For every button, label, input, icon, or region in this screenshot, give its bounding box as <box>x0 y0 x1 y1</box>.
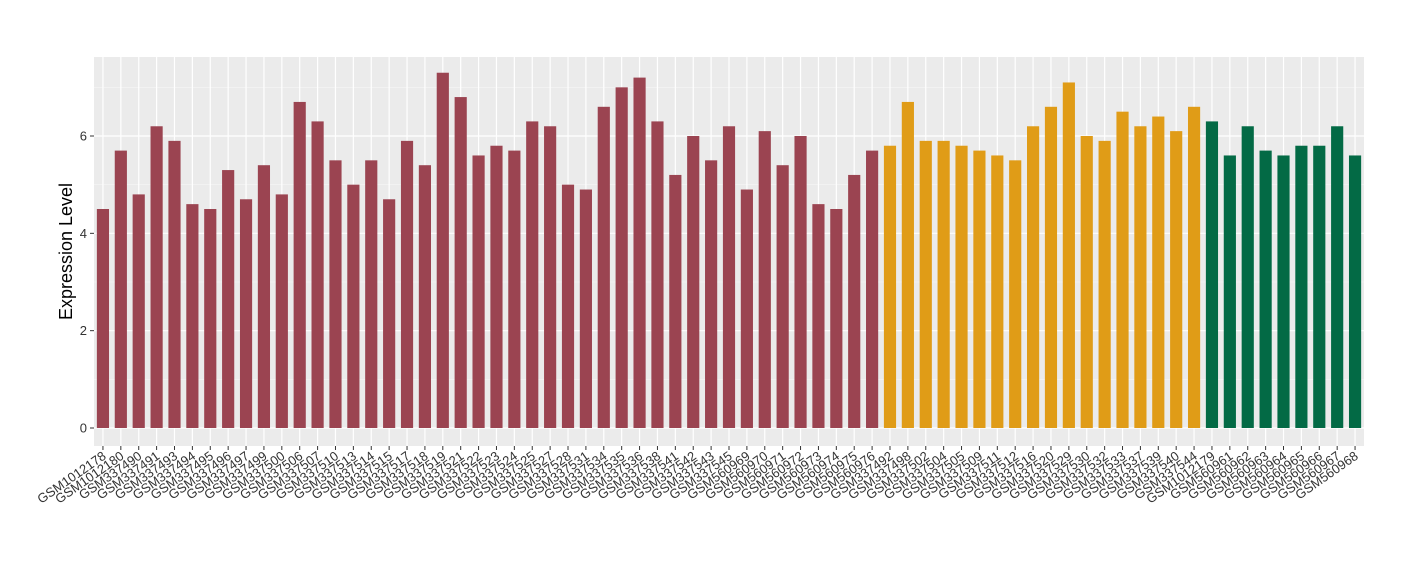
bar <box>669 174 682 428</box>
bar <box>597 106 610 429</box>
y-tick-label: 6 <box>80 129 87 144</box>
bar <box>347 184 360 428</box>
bar <box>633 77 646 428</box>
bar <box>1170 131 1183 428</box>
x-axis: GSM1012178GSM1012180GSM337490GSM337491GS… <box>34 446 1361 506</box>
bar <box>1313 145 1326 428</box>
bar <box>293 101 306 428</box>
bar <box>1205 121 1219 429</box>
bar <box>275 194 288 428</box>
bar <box>794 136 807 428</box>
bar <box>651 121 664 429</box>
y-tick-label: 4 <box>80 226 87 241</box>
bar <box>168 140 181 428</box>
bar <box>1062 82 1075 428</box>
bar <box>883 145 897 428</box>
bar <box>901 101 914 428</box>
bar <box>973 150 986 428</box>
bar <box>1134 126 1147 429</box>
bar <box>991 155 1004 428</box>
bar <box>722 126 736 429</box>
y-axis: 0 2 4 6 <box>80 129 94 436</box>
bar <box>365 160 378 429</box>
bar <box>239 199 253 428</box>
bar <box>436 72 449 428</box>
bar <box>454 97 467 429</box>
bar <box>1044 106 1058 429</box>
bar <box>705 160 718 429</box>
bar <box>1259 150 1272 428</box>
y-tick-label: 0 <box>80 421 87 436</box>
bar <box>848 174 861 428</box>
bar <box>830 209 843 428</box>
bar <box>526 121 539 429</box>
bar <box>1223 155 1236 428</box>
bar <box>400 140 414 428</box>
bar <box>955 145 968 428</box>
bar <box>1331 126 1344 429</box>
bar <box>1098 140 1111 428</box>
bar <box>776 165 789 428</box>
bar <box>1295 145 1308 428</box>
bar <box>937 140 950 428</box>
bar <box>866 150 879 428</box>
bar <box>579 189 592 428</box>
bar <box>150 126 163 429</box>
bar <box>418 165 431 428</box>
bar <box>1348 155 1362 428</box>
bar <box>544 126 557 429</box>
bar <box>1152 116 1165 429</box>
bar <box>257 165 271 428</box>
bar <box>508 150 521 428</box>
bar <box>919 140 932 428</box>
bar <box>114 150 127 428</box>
bar <box>132 194 145 428</box>
bar <box>1116 111 1129 429</box>
bar <box>311 121 324 429</box>
bar <box>615 87 628 428</box>
bar <box>758 131 771 428</box>
bar <box>740 189 753 428</box>
bar <box>96 209 110 428</box>
bar <box>1241 126 1254 429</box>
bar <box>329 160 342 429</box>
bar <box>561 184 575 428</box>
bar <box>1009 160 1022 429</box>
bar <box>186 204 199 428</box>
y-axis-title: Expression Level <box>56 183 76 320</box>
bar <box>1187 106 1201 429</box>
bar <box>1080 136 1093 428</box>
y-tick-label: 2 <box>80 323 87 338</box>
bar <box>383 199 396 428</box>
bar <box>472 155 485 428</box>
bar <box>812 204 825 428</box>
bar <box>204 209 217 428</box>
bars <box>96 72 1362 429</box>
bar <box>1277 155 1290 428</box>
bar <box>1027 126 1040 429</box>
bar <box>222 170 235 429</box>
bar <box>687 136 700 428</box>
bar <box>490 145 503 428</box>
